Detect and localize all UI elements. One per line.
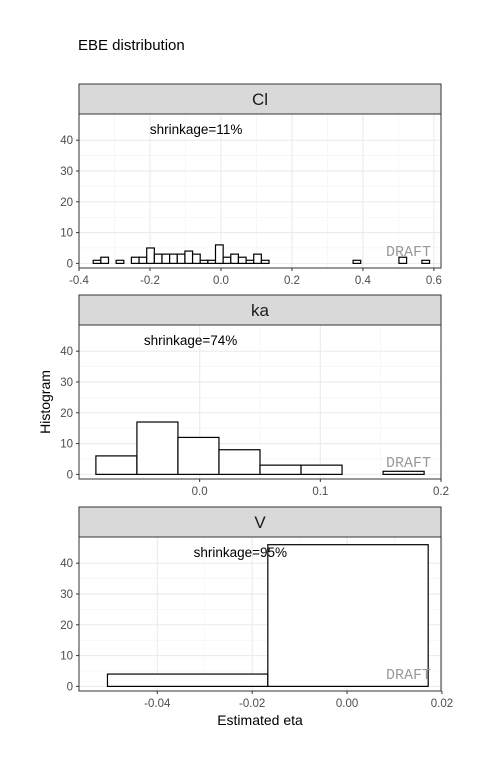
y-tick-label: 20: [60, 408, 73, 420]
facet-panel-v: V 0 10 20 30 40 -0.04 -0.02 0.00 0.02 shrinkage=95…: [60, 506, 453, 710]
panel-border: [78, 324, 442, 480]
histogram-bar: [146, 247, 155, 264]
facet-strip-label: Cl: [252, 90, 268, 109]
shrinkage-annotation: shrinkage=95%: [194, 545, 287, 560]
y-tick-label: 30: [60, 589, 73, 601]
facet-strip-label: ka: [251, 301, 270, 320]
histogram-bar: [130, 256, 140, 264]
histogram-bar: [153, 253, 163, 264]
histogram-bar: [245, 259, 255, 264]
draft-watermark: DRAFT: [386, 244, 431, 261]
facet-strip-label: V: [254, 513, 266, 532]
y-tick-label: 40: [60, 135, 73, 147]
histogram-bar: [300, 464, 343, 475]
y-tick-label: 30: [60, 166, 73, 178]
histogram-bar: [138, 256, 148, 264]
facet-strip: [78, 294, 442, 326]
histogram-bar: [260, 259, 270, 264]
x-tick-label: 0.0: [192, 486, 208, 498]
x-tick-label: -0.02: [239, 698, 265, 710]
histogram-bar: [191, 253, 201, 264]
facet-panel-ka: ka 0 10 20 30 40 0.0 0.1 0.2 shrinkage=74% DRAFT: [60, 294, 449, 498]
y-tick-label: 20: [60, 620, 73, 632]
x-tick-label: 0.4: [355, 275, 372, 287]
histogram-bar: [176, 253, 186, 264]
y-tick-label: 0: [67, 258, 73, 270]
x-tick-label: -0.2: [140, 275, 160, 287]
histogram-bar: [253, 253, 262, 264]
x-tick-label: 0.02: [431, 698, 453, 710]
histogram-bar: [230, 253, 240, 264]
histogram-bar: [382, 470, 425, 475]
y-tick-label: 40: [60, 346, 73, 358]
shrinkage-annotation: shrinkage=74%: [144, 333, 237, 348]
histogram-bar: [177, 436, 220, 475]
histogram-bar: [222, 256, 232, 264]
histogram-bar: [398, 256, 408, 264]
histogram-bar: [237, 256, 247, 264]
y-tick-label: 0: [67, 469, 73, 481]
facet-panel-cl: Cl 0 10 20 30 40 -0.4 -0.2 0.0 0.2 0.4 0.6 shrinkage…: [60, 83, 442, 287]
histogram-bar: [106, 673, 269, 687]
histogram-bar: [352, 259, 362, 264]
x-tick-label: 0.2: [284, 275, 300, 287]
y-tick-label: 10: [60, 439, 73, 451]
shrinkage-annotation: shrinkage=11%: [150, 122, 242, 137]
x-tick-label: -0.4: [69, 275, 89, 287]
y-axis-title: Histogram: [37, 370, 53, 434]
y-tick-label: 10: [60, 651, 73, 663]
histogram-bar: [169, 253, 178, 264]
y-tick-label: 40: [60, 558, 73, 570]
draft-watermark: DRAFT: [386, 455, 431, 472]
histogram-bar: [199, 259, 209, 264]
x-axis-title: Estimated eta: [217, 712, 303, 728]
x-tick-label: 0.6: [426, 275, 442, 287]
draft-watermark: DRAFT: [386, 667, 431, 684]
histogram-bar: [136, 421, 179, 475]
histogram-bar: [218, 449, 261, 475]
histogram-bar: [267, 544, 429, 687]
panel-border: [78, 536, 442, 692]
x-tick-label: -0.04: [144, 698, 171, 710]
histogram-bar: [100, 256, 110, 264]
x-tick-label: 0.00: [336, 698, 358, 710]
panel-border: [78, 113, 442, 269]
y-tick-label: 0: [67, 681, 73, 693]
x-tick-label: 0.1: [312, 486, 328, 498]
y-tick-label: 20: [60, 197, 73, 209]
facet-panels: Cl 0 10 20 30 40 -0.4 -0.2 0.0 0.2 0.4 0.6 shrinkage…: [60, 83, 453, 710]
histogram-bar: [95, 455, 138, 475]
histogram-bar: [214, 244, 224, 264]
histogram-bar: [259, 464, 302, 475]
x-tick-label: 0.0: [213, 275, 229, 287]
x-tick-label: 0.2: [433, 486, 449, 498]
y-tick-label: 30: [60, 377, 73, 389]
histogram-bar: [161, 253, 171, 264]
y-tick-label: 10: [60, 228, 73, 240]
facet-strip: [78, 506, 442, 538]
histogram-bar: [207, 259, 217, 264]
histogram-bar: [115, 259, 125, 264]
facet-strip: [78, 83, 442, 115]
histogram-bar: [184, 250, 194, 264]
histogram-bar: [421, 259, 431, 264]
histogram-bar: [92, 259, 102, 264]
plot-title: EBE distribution: [78, 37, 185, 54]
